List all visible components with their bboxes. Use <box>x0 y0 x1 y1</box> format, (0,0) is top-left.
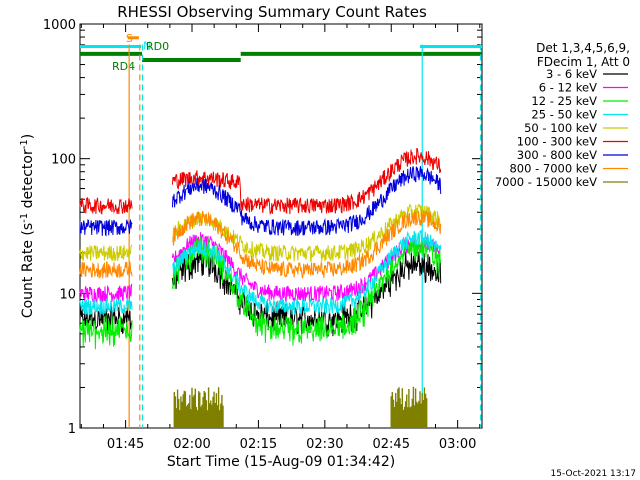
rd4-label: RD4 <box>112 60 135 73</box>
series-line-2 <box>79 233 442 350</box>
x-tick-label-1: 02:00 <box>173 437 210 452</box>
y-tick-label-3: 1000 <box>43 18 76 33</box>
x-tick-label-2: 02:15 <box>240 437 277 452</box>
chart-title: RHESSI Observing Summary Count Rates <box>117 3 427 21</box>
y-axis-label-sup1: -1 <box>19 213 30 223</box>
legend-header-line2: FDecim 1, Att 0 <box>537 55 630 69</box>
legend-label-4: 50 - 100 keV <box>524 121 597 135</box>
y-tick-label-2: 100 <box>51 153 76 168</box>
legend-label-0: 3 - 6 keV <box>546 67 597 81</box>
legend-label-8: 7000 - 15000 keV <box>495 175 597 189</box>
y-tick-label-1: 10 <box>59 287 76 302</box>
series-line-7 <box>79 210 442 279</box>
y-axis-label-end: ) <box>20 134 36 139</box>
legend-label-2: 12 - 25 keV <box>531 94 597 108</box>
s-label: S <box>126 32 133 45</box>
series-line-5 <box>79 147 442 216</box>
legend-label-3: 25 - 50 keV <box>531 108 597 122</box>
y-axis-label-main: Count Rate (s <box>20 223 36 318</box>
vertical-markers <box>128 44 482 428</box>
y-axis-label-mid: detector <box>20 149 36 213</box>
y-tick-label-0: 1 <box>68 422 76 437</box>
y-tick-labels: 1 10 100 1000 <box>43 18 76 437</box>
high-energy-spikes-0 <box>173 387 224 428</box>
x-tick-label-0: 01:45 <box>107 437 144 452</box>
legend-label-7: 800 - 7000 keV <box>509 162 597 176</box>
series-line-6 <box>79 166 442 237</box>
legend-header-line1: Det 1,3,4,5,6,9, <box>536 41 630 55</box>
x-tick-labels: 01:45 02:00 02:15 02:30 02:45 03:00 <box>107 437 477 452</box>
legend-label-5: 100 - 300 keV <box>517 135 597 149</box>
x-axis-label: Start Time (15-Aug-09 01:34:42) <box>167 454 395 470</box>
series-line-3 <box>79 229 442 317</box>
y-axis-label-sup2: -1 <box>19 139 30 149</box>
legend-label-1: 6 - 12 keV <box>539 81 597 95</box>
x-tick-label-4: 02:45 <box>373 437 410 452</box>
footer-date: 15-Oct-2021 13:17 <box>551 469 636 479</box>
legend-label-6: 300 - 800 keV <box>517 148 597 162</box>
legend: Det 1,3,4,5,6,9, FDecim 1, Att 0 3 - 6 k… <box>495 41 630 189</box>
series-lines <box>79 147 442 428</box>
rd0-label: RD0 <box>146 40 169 53</box>
x-tick-label-5: 03:00 <box>439 437 476 452</box>
y-axis-label: Count Rate (s-1 detector-1) <box>19 134 37 318</box>
high-energy-spikes-1 <box>390 386 428 428</box>
n-label: N <box>143 40 151 53</box>
x-tick-label-3: 02:30 <box>306 437 343 452</box>
